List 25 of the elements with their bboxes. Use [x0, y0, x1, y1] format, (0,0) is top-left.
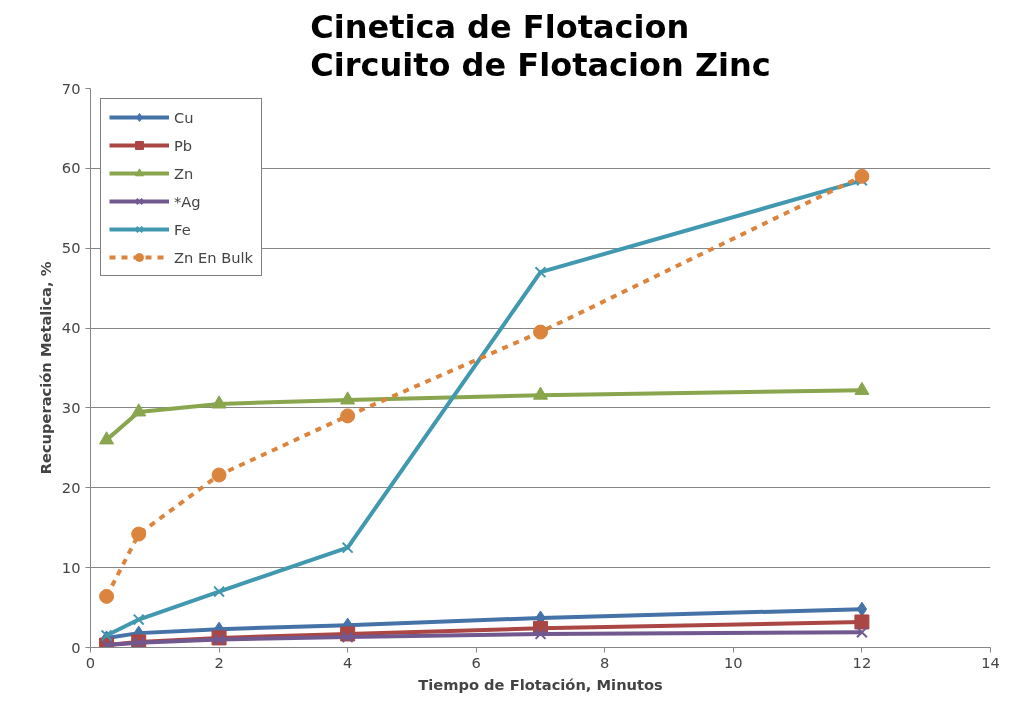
- x-tick-label: 0: [85, 653, 96, 671]
- legend-label: Cu: [174, 108, 194, 126]
- legend-label: *Ag: [174, 192, 201, 210]
- x-tick-label: 8: [600, 653, 610, 671]
- y-tick-label: 0: [71, 638, 81, 656]
- x-tick-label: 10: [724, 653, 743, 671]
- x-tick-label: 2: [214, 653, 224, 671]
- x-tick-label: 14: [981, 653, 1000, 671]
- y-tick-label: 60: [61, 159, 81, 177]
- y-tick-label: 40: [61, 319, 81, 337]
- legend-label: Pb: [174, 136, 194, 154]
- y-tick-label: 50: [61, 239, 81, 257]
- chart-title: Cinetica de Flotacion Circuito de Flotacion Zinc: [310, 7, 771, 84]
- y-tick-label: 20: [61, 478, 81, 496]
- x-axis-title: Tiempo de Flotación, Minutos: [418, 675, 664, 693]
- legend-label: Zn En Bulk: [174, 248, 254, 266]
- x-tick-label: 12: [852, 653, 872, 671]
- y-tick-label: 30: [61, 398, 81, 416]
- legend-label: Zn: [174, 164, 194, 182]
- legend-label: Fe: [174, 220, 192, 238]
- x-tick-label: 4: [342, 653, 353, 671]
- x-tick-label: 6: [471, 653, 481, 671]
- y-axis-title: Recuperación Metalica, %: [36, 261, 54, 475]
- y-tick-label: 70: [61, 79, 81, 97]
- y-tick-label: 10: [61, 558, 81, 576]
